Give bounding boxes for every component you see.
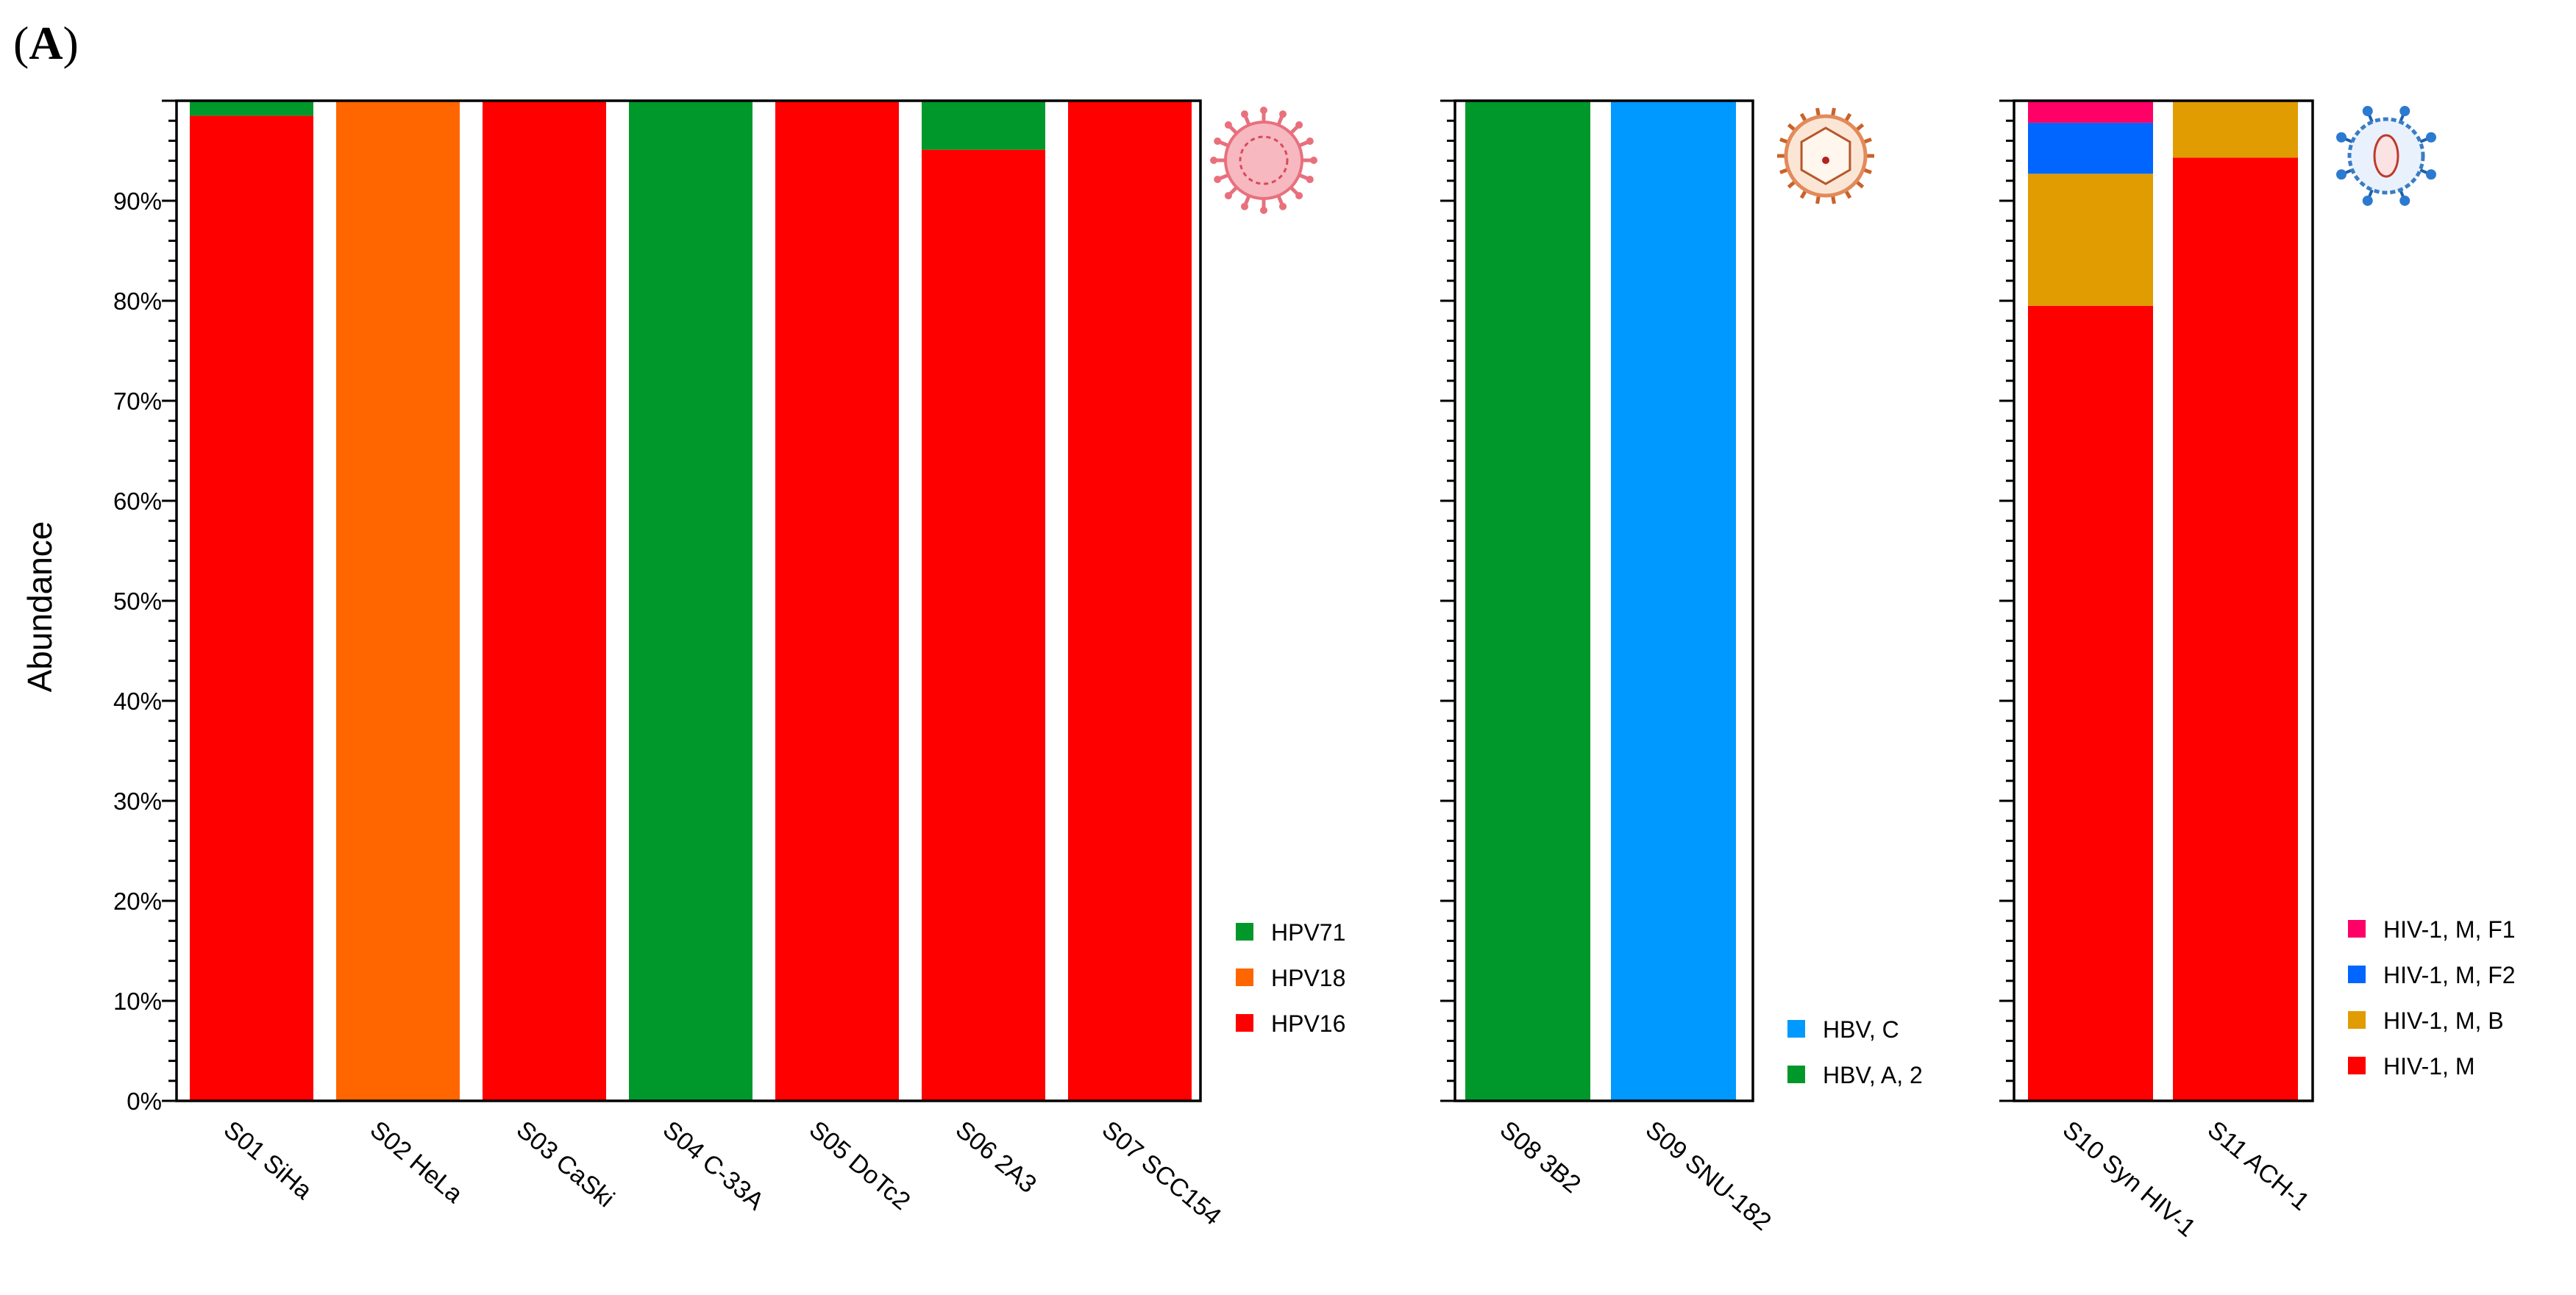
category-label: S08 3B2 (1495, 1116, 1586, 1199)
legend-swatch (2348, 1057, 2366, 1074)
legend-label: HIV-1, M, F2 (2383, 962, 2516, 988)
legend-label: HPV16 (1271, 1010, 1345, 1037)
legend-swatch (2348, 920, 2366, 938)
chart-panels: S01 SiHa S02 HeLa S03 CaSki S04 C-33A S05 Do… (162, 99, 2516, 1242)
y-tick-label: 10% (113, 988, 162, 1015)
bar-segment (922, 149, 1045, 1101)
panel-label: (A) (13, 17, 79, 69)
y-tick-label: 50% (113, 588, 162, 615)
y-tick-label: 80% (113, 288, 162, 315)
category-label: S11 ACH-1 (2202, 1116, 2315, 1216)
category-label: S10 Syn HIV-1 (2057, 1116, 2201, 1242)
legend-label: HPV18 (1271, 965, 1345, 991)
y-axis-title: Abundance (21, 521, 59, 693)
category-label: S02 HeLa (365, 1116, 468, 1208)
y-tick-label: 0% (127, 1088, 162, 1115)
bar-segment (190, 115, 313, 1101)
category-label: S05 DoTc2 (804, 1116, 916, 1216)
category-label: S06 2A3 (950, 1116, 1042, 1199)
legend-swatch (2348, 1011, 2366, 1029)
y-tick-label: 90% (113, 188, 162, 215)
panel-label-close: ) (63, 17, 79, 69)
bar-segment (483, 101, 606, 1101)
legend-swatch (1236, 1014, 1253, 1032)
bar-segment (2028, 101, 2153, 123)
legend-label: HIV-1, M (2383, 1053, 2474, 1080)
legend-swatch (1236, 923, 1253, 941)
legend-swatch (2348, 966, 2366, 983)
bar-segment (1611, 101, 1736, 1101)
y-tick-label: 30% (113, 788, 162, 815)
hpv-virus-icon (1210, 107, 1317, 214)
bar-segment (1068, 101, 1192, 1101)
legend-label: HBV, A, 2 (1823, 1062, 1923, 1088)
panel-label-open: ( (13, 17, 29, 69)
category-label: S07 SCC154 (1097, 1116, 1226, 1231)
bar-segment (1465, 101, 1590, 1101)
hiv-virus-icon (2336, 106, 2436, 206)
legend-swatch (1787, 1020, 1805, 1038)
legend-label: HIV-1, M, B (2383, 1007, 2504, 1034)
category-label: S04 C-33A (658, 1116, 769, 1216)
category-label: S03 CaSki (511, 1116, 619, 1213)
y-tick-label: 20% (113, 888, 162, 915)
bar-segment (336, 101, 460, 1101)
legend-swatch (1236, 968, 1253, 986)
legend-label: HIV-1, M, F1 (2383, 916, 2516, 943)
hbv-virus-icon (1777, 107, 1874, 204)
y-tick-labels: 0% 10% 20% 30% 40% 50% 60% 70% 80% 90% (113, 188, 162, 1115)
legend-label: HPV71 (1271, 919, 1345, 946)
y-tick-label: 70% (113, 388, 162, 415)
category-label: S01 SiHa (218, 1116, 318, 1205)
panel-hiv: S10 Syn HIV-1 S11 ACH-1 HIV-1, M, F1 HIV-1,… (1999, 99, 2516, 1242)
y-tick-label: 60% (113, 488, 162, 515)
bar-segment (2173, 157, 2298, 1101)
y-axis-ticks (162, 99, 177, 1102)
bar-segment (629, 101, 752, 1101)
panel-hbv: S08 3B2 S09 SNU-182 HBV, C HBV, A, 2 (1440, 99, 1923, 1236)
bar-segment (2028, 122, 2153, 174)
bar-segment (922, 101, 1045, 150)
panel-label-letter: A (29, 17, 63, 69)
y-axis-ticks (1999, 99, 2014, 1102)
legend-swatch (1787, 1066, 1805, 1083)
bar-segment (2028, 305, 2153, 1101)
y-tick-label: 40% (113, 688, 162, 715)
y-axis-ticks (1440, 99, 1455, 1102)
legend-label: HBV, C (1823, 1016, 1899, 1043)
category-label: S09 SNU-182 (1640, 1116, 1776, 1236)
panel-hpv: S01 SiHa S02 HeLa S03 CaSki S04 C-33A S05 Do… (162, 99, 1345, 1231)
bar-segment (2173, 101, 2298, 158)
bar-segment (775, 101, 899, 1101)
bar-segment (190, 101, 313, 116)
bar-segment (2028, 174, 2153, 306)
